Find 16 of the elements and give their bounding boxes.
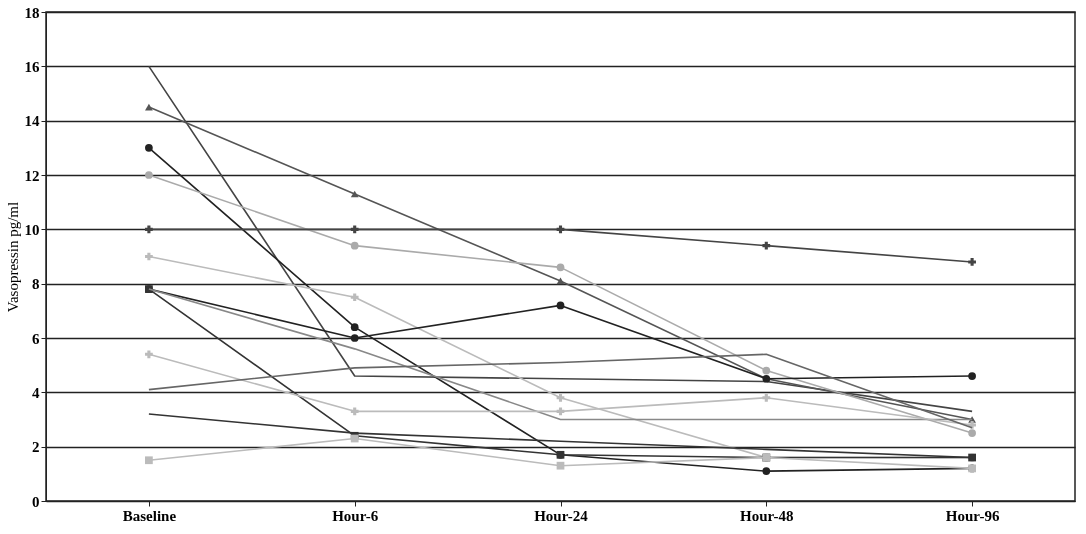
x-tick-label: Baseline (122, 507, 177, 524)
x-tick-label: Hour-6 (332, 507, 379, 524)
y-tick-label: 10 (24, 221, 40, 238)
y-tick-label: 12 (24, 167, 40, 184)
y-tick-label: 16 (24, 58, 40, 75)
y-axis-title: Vasopressin pg/ml (4, 201, 21, 313)
y-tick-label: 14 (24, 113, 40, 130)
y-tick-label: 2 (32, 439, 40, 456)
y-tick-label: 6 (32, 330, 40, 347)
x-tick-label: Hour-24 (534, 507, 589, 524)
y-tick-label: 0 (32, 493, 40, 510)
y-tick-label: 8 (32, 276, 40, 293)
x-tick-label: Hour-48 (740, 507, 794, 524)
x-tick-label: Hour-96 (945, 507, 1000, 524)
y-tick-label: 4 (32, 384, 40, 401)
y-tick-label: 18 (24, 4, 40, 21)
